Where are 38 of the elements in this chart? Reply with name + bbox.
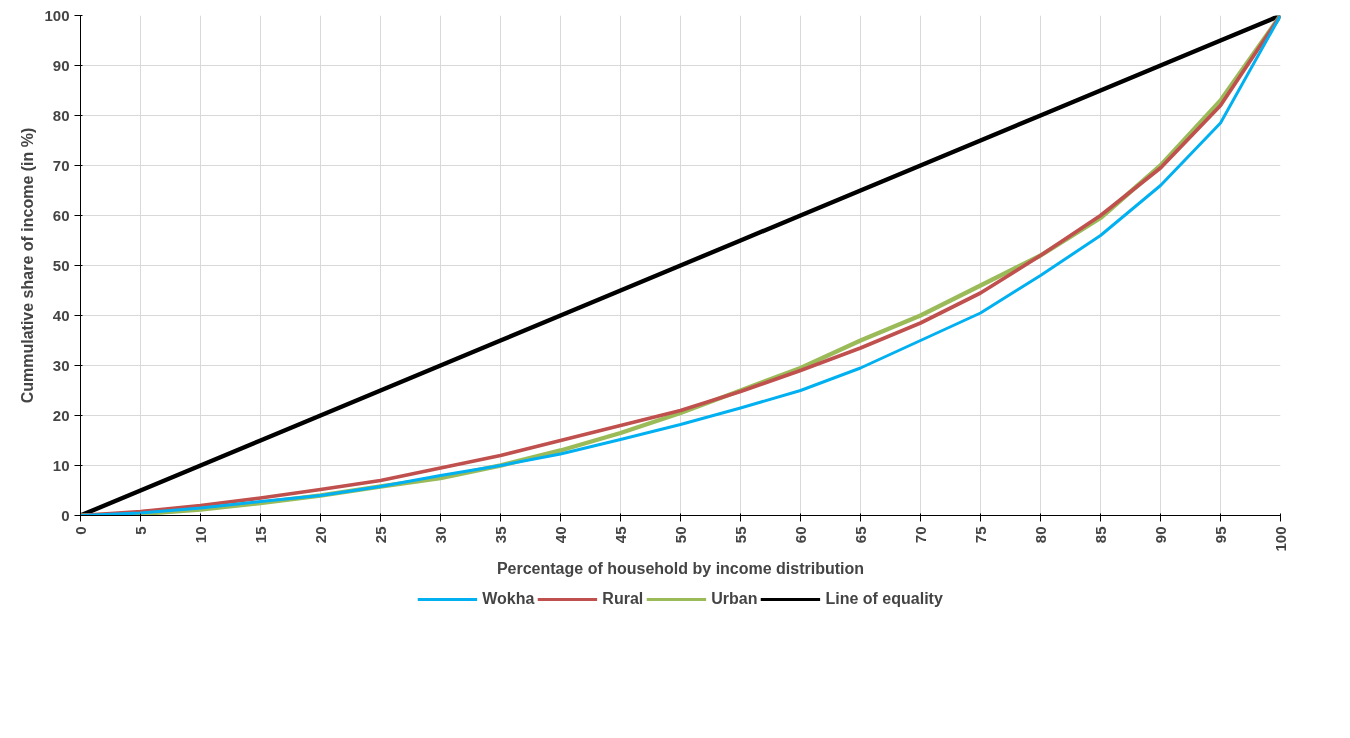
x-tick-label: 95 bbox=[1211, 526, 1229, 544]
x-tick-label: 80 bbox=[1031, 526, 1049, 544]
x-tick-label: 30 bbox=[431, 526, 449, 544]
x-tick-label: 85 bbox=[1091, 526, 1109, 544]
y-tick-label: 80 bbox=[52, 106, 70, 124]
y-tick-label: 10 bbox=[52, 456, 70, 474]
x-tick-label: 45 bbox=[611, 526, 629, 544]
y-tick-label: 0 bbox=[61, 506, 70, 524]
x-tick-label: 10 bbox=[191, 526, 209, 544]
x-tick-label: 25 bbox=[371, 526, 389, 544]
y-tick-label: 40 bbox=[52, 306, 70, 324]
x-tick-label: 65 bbox=[851, 526, 869, 544]
x-tick-label: 70 bbox=[911, 526, 929, 544]
x-tick-label: 35 bbox=[491, 526, 509, 544]
x-tick-label: 90 bbox=[1151, 526, 1169, 544]
x-tick-label: 100 bbox=[1271, 526, 1289, 552]
y-tick-label: 70 bbox=[52, 156, 70, 174]
x-tick-label: 50 bbox=[671, 526, 689, 544]
x-tick-label: 15 bbox=[251, 526, 269, 544]
x-tick-label: 40 bbox=[551, 526, 569, 544]
legend-label: Rural bbox=[602, 590, 644, 608]
legend-label: Line of equality bbox=[825, 590, 943, 608]
legend-label: Wokha bbox=[482, 590, 535, 608]
x-tick-label: 20 bbox=[311, 526, 329, 544]
x-tick-label: 0 bbox=[71, 526, 89, 535]
y-tick-label: 30 bbox=[52, 356, 70, 374]
x-tick-label: 55 bbox=[731, 526, 749, 544]
x-axis-title: Percentage of household by income distribution bbox=[496, 559, 865, 577]
y-tick-label: 60 bbox=[52, 206, 70, 224]
y-tick-label: 50 bbox=[52, 256, 70, 274]
x-tick-label: 5 bbox=[131, 526, 149, 535]
y-axis-title: Cummulative share of income (in %) bbox=[19, 127, 37, 404]
x-tick-label: 75 bbox=[971, 526, 989, 544]
y-tick-label: 100 bbox=[44, 6, 70, 24]
legend-label: Urban bbox=[711, 590, 758, 608]
y-tick-label: 20 bbox=[52, 406, 70, 424]
x-tick-label: 60 bbox=[791, 526, 809, 544]
y-tick-label: 90 bbox=[52, 56, 70, 74]
